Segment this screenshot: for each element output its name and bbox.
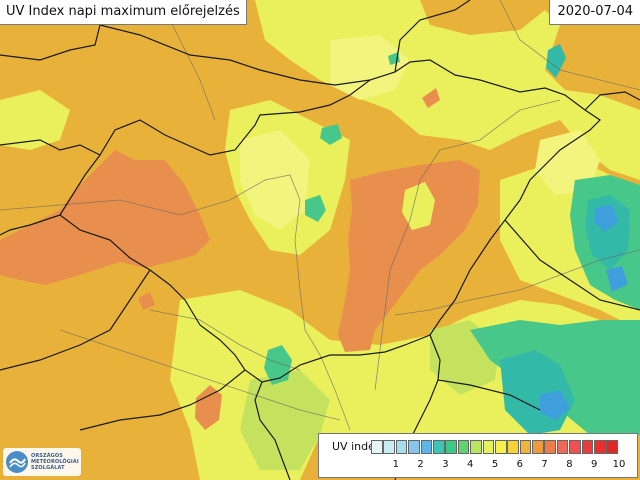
uv-zone-south-orange-streak — [195, 385, 222, 430]
uv-zone-north-teal — [546, 44, 566, 78]
legend-color-cell — [371, 440, 383, 454]
uv-zone-west-orange — [0, 150, 210, 285]
legend-tick-label: 3 — [442, 459, 449, 470]
river-mures — [394, 249, 640, 316]
logo-line-1: ORSZÁGOS — [31, 453, 63, 459]
omsz-logo-emblem — [6, 451, 28, 473]
river-drava — [149, 309, 301, 371]
uv-legend: UV index 1 2 3 4 5 6 7 8 9 10 — [318, 433, 638, 478]
legend-tick-label: 4 — [467, 459, 474, 470]
legend-color-cell — [457, 440, 470, 454]
border-east-1 — [584, 91, 640, 111]
legend-color-cell — [395, 440, 408, 454]
legend-color-cell — [445, 440, 457, 454]
legend-color-cell — [507, 440, 519, 454]
uv-zone-east-blue-2 — [606, 266, 628, 292]
border-north-3 — [394, 0, 471, 73]
uv-zone-pale-north — [330, 35, 410, 100]
border-south-3 — [79, 369, 246, 431]
uv-zone-center-green-1 — [305, 195, 326, 222]
river-danube — [0, 174, 351, 431]
border-hungary — [59, 59, 601, 383]
uv-zone-southeast-blue — [540, 390, 570, 420]
legend-tick-label: 5 — [491, 459, 499, 470]
uv-zone-central-orange — [338, 160, 480, 352]
legend-tick-label: 8 — [566, 459, 573, 470]
omsz-logo: ORSZÁGOS METEOROLÓGIAI SZOLGÁLAT — [3, 448, 81, 476]
legend-color-cell — [532, 440, 544, 454]
uv-zone-southwest-orange-spot — [138, 292, 155, 310]
logo-line-3: SZOLGÁLAT — [31, 465, 65, 471]
omsz-logo-text: ORSZÁGOS METEOROLÓGIAI SZOLGÁLAT — [31, 453, 79, 471]
logo-line-2: METEOROLÓGIAI — [31, 459, 79, 465]
uv-zone-pale-center — [240, 130, 310, 230]
legend-color-cell — [494, 440, 507, 454]
legend-tick-label: 6 — [516, 459, 523, 470]
border-west-2 — [0, 139, 101, 156]
legend-color-cell — [581, 440, 594, 454]
uv-zone-east-blue-1 — [594, 205, 618, 232]
legend-tick-label: 10 — [612, 459, 626, 470]
legend-color-cell — [606, 440, 619, 454]
river-east — [499, 0, 640, 91]
uv-zone-center-green-2 — [320, 124, 342, 145]
river-tisza — [374, 99, 561, 391]
border-north-2 — [99, 24, 371, 86]
legend-color-cell — [556, 440, 569, 454]
legend-tick-label: 9 — [591, 459, 598, 470]
legend-color-cell — [519, 440, 532, 454]
legend-color-scale — [371, 440, 619, 454]
border-southwest — [0, 269, 151, 371]
legend-tick-label: 1 — [392, 459, 399, 470]
border-west-1 — [0, 214, 61, 236]
legend-tick-labels: 1 2 3 4 5 6 7 8 9 10 — [371, 459, 635, 473]
legend-tick-label: 2 — [417, 459, 424, 470]
border-south-1 — [254, 381, 291, 480]
legend-tick-label: 7 — [541, 459, 548, 470]
legend-title: UV index — [332, 440, 382, 453]
map-title: UV Index napi maximum előrejelzés — [0, 0, 247, 25]
border-southeast — [504, 219, 640, 311]
border-southeast-2 — [437, 379, 541, 411]
legend-color-cell — [432, 440, 445, 454]
river-sava — [59, 329, 341, 421]
legend-color-cell — [594, 440, 606, 454]
legend-color-cell — [470, 440, 482, 454]
uv-zone-west-yellow — [0, 90, 70, 150]
forecast-date: 2020-07-04 — [549, 0, 640, 25]
uv-zone-north-orange-spot — [422, 88, 440, 108]
uv-zone-light-green-south — [240, 370, 330, 470]
legend-color-cell — [408, 440, 420, 454]
legend-color-cell — [482, 440, 495, 454]
legend-color-cell — [569, 440, 581, 454]
legend-color-cell — [383, 440, 395, 454]
legend-color-cell — [544, 440, 557, 454]
legend-color-cell — [420, 440, 433, 454]
